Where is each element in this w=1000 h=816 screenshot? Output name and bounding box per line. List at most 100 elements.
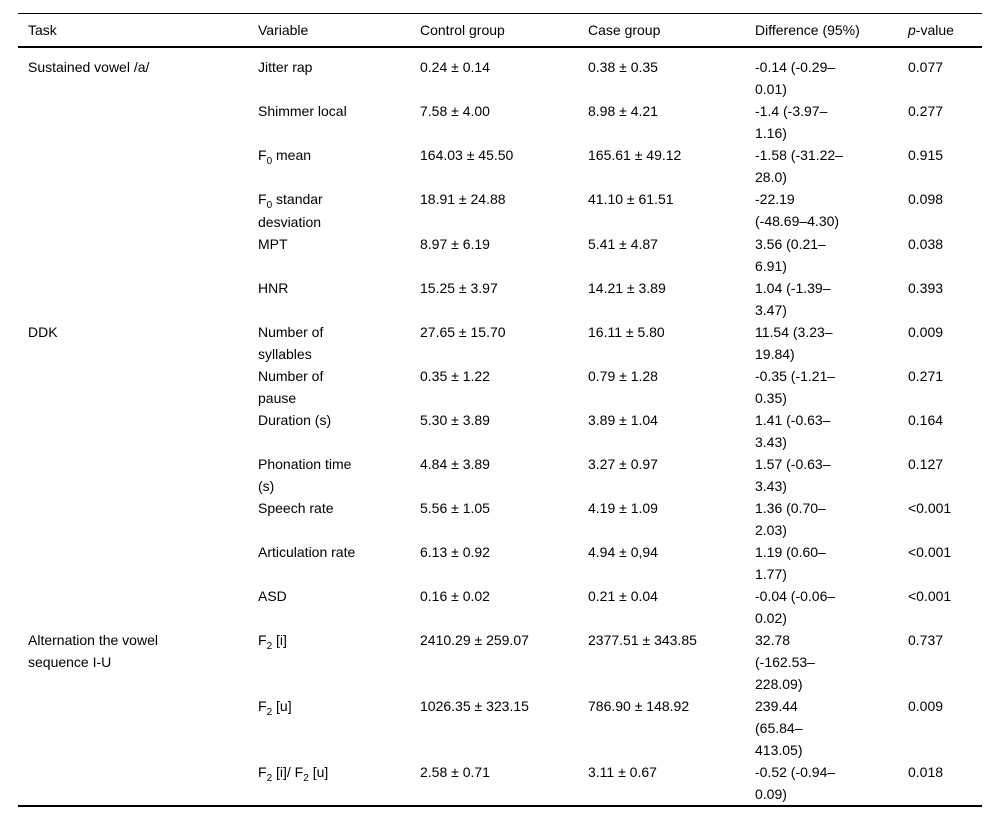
difference-cell: 1.19 (0.60– 1.77) — [755, 543, 826, 582]
pvalue-cell: <0.001 — [908, 587, 952, 604]
case-cell: 0.21 ± 0.04 — [588, 587, 658, 604]
text-segment: F — [258, 147, 267, 163]
text-segment: Difference (95%) — [755, 22, 860, 38]
difference-cell: -1.4 (-3.97– 1.16) — [755, 103, 828, 141]
table-row: F0 standar desviation 18.91 ± 24.88 41.10 … — [18, 188, 982, 233]
case-cell: 3.11 ± 0.67 — [588, 763, 657, 780]
table-row: Sustained vowel /a/Jitter rap 0.24 ± 0.14… — [18, 47, 982, 100]
statistics-table: Task Variable Control group Case group Diffe… — [18, 13, 982, 807]
subscript-text: 0 — [266, 155, 273, 167]
table-row: F0 mean 164.03 ± 45.50 165.61 ± 49.12 -1.58… — [18, 144, 982, 188]
pvalue-cell: 0.077 — [908, 59, 944, 75]
pvalue-cell: <0.001 — [908, 499, 952, 516]
difference-cell: 1.41 (-0.63– 3.43) — [755, 411, 831, 450]
column-header-task: Task — [18, 13, 258, 48]
task-cell: Alternation the vowel sequence I-U — [28, 631, 158, 670]
control-cell: 2410.29 ± 259.07 — [420, 631, 529, 648]
table-row: Duration (s) 5.30 ± 3.89 3.89 ± 1.04 1.41 (… — [18, 409, 982, 453]
variable-cell: Articulation rate — [258, 541, 420, 585]
table-row: Articulation rate 6.13 ± 0.92 4.94 ± 0,94 1… — [18, 541, 982, 585]
text-segment: Case group — [588, 22, 661, 38]
difference-cell: -0.52 (-0.94– 0.09) — [755, 763, 836, 802]
table-row: Shimmer local 7.58 ± 4.00 8.98 ± 4.21 -1.4 … — [18, 100, 982, 144]
column-header-control: Control group — [420, 13, 588, 48]
variable-cell: F0 standar desviation — [258, 188, 420, 233]
text-segment: Number of syllables — [258, 323, 324, 362]
table-row: Phonation time (s) 4.84 ± 3.89 3.27 ± 0.97… — [18, 453, 982, 497]
pvalue-cell: 0.009 — [908, 697, 944, 714]
pvalue-cell: 0.915 — [908, 147, 944, 163]
column-header-difference: Difference (95%) — [755, 13, 908, 48]
variable-cell: Number of pause — [258, 365, 420, 409]
control-cell: 4.84 ± 3.89 — [420, 455, 490, 472]
case-cell: 786.90 ± 148.92 — [588, 697, 690, 714]
text-segment: [u] — [272, 697, 292, 714]
control-cell: 8.97 ± 6.19 — [420, 235, 490, 252]
text-segment: Duration (s) — [258, 411, 332, 428]
table-body: Sustained vowel /a/Jitter rap 0.24 ± 0.14… — [18, 47, 982, 806]
variable-cell: Number of syllables — [258, 321, 420, 365]
header-row: Task Variable Control group Case group Diffe… — [18, 13, 982, 48]
variable-cell: MPT — [258, 233, 420, 277]
table-row: Number of pause 0.35 ± 1.22 0.79 ± 1.28 -0.… — [18, 365, 982, 409]
case-cell: 8.98 ± 4.21 — [588, 103, 658, 119]
control-cell: 18.91 ± 24.88 — [420, 191, 506, 207]
text-segment: F — [258, 763, 267, 780]
variable-cell: F2 [i]/ F2 [u] — [258, 761, 420, 806]
variable-cell: Jitter rap — [258, 47, 420, 100]
pvalue-cell: 0.127 — [908, 455, 944, 472]
subscript-text: 2 — [266, 706, 273, 718]
variable-cell: Phonation time (s) — [258, 453, 420, 497]
pvalue-cell: 0.164 — [908, 411, 944, 428]
case-cell: 165.61 ± 49.12 — [588, 147, 682, 163]
text-segment: Shimmer local — [258, 103, 347, 119]
difference-cell: -0.04 (-0.06– 0.02) — [755, 587, 836, 626]
text-segment: Articulation rate — [258, 543, 356, 560]
subscript-text: 2 — [303, 772, 309, 784]
pvalue-cell: 0.009 — [908, 323, 944, 340]
difference-cell: 1.57 (-0.63– 3.43) — [755, 455, 831, 494]
text-segment: [i]/ F — [272, 763, 304, 780]
difference-cell: 239.44 (65.84– 413.05) — [755, 697, 803, 758]
pvalue-cell: 0.737 — [908, 631, 944, 648]
case-cell: 0.38 ± 0.35 — [588, 59, 658, 75]
table-row: Alternation the vowel sequence I-U F2 [i]… — [18, 629, 982, 695]
text-segment: Phonation time (s) — [258, 455, 352, 494]
pvalue-cell: 0.393 — [908, 279, 944, 296]
text-segment: F — [258, 631, 267, 648]
variable-cell: F2 [u] — [258, 695, 420, 761]
task-cell: DDK — [28, 323, 58, 340]
text-segment: Speech rate — [258, 499, 334, 516]
pvalue-cell: 0.098 — [908, 191, 944, 207]
text-segment: [u] — [308, 763, 329, 780]
difference-cell: 1.36 (0.70– 2.03) — [755, 499, 826, 538]
pvalue-cell: 0.271 — [908, 367, 944, 384]
text-segment: MPT — [258, 235, 288, 252]
case-cell: 4.94 ± 0,94 — [588, 543, 658, 560]
variable-cell: Shimmer local — [258, 100, 420, 144]
difference-cell: -22.19 (-48.69–4.30) — [755, 191, 840, 229]
variable-cell: HNR — [258, 277, 420, 321]
case-cell: 5.41 ± 4.87 — [588, 235, 658, 252]
control-cell: 164.03 ± 45.50 — [420, 147, 514, 163]
column-header-case: Case group — [588, 13, 755, 48]
difference-cell: 3.56 (0.21– 6.91) — [755, 235, 826, 274]
text-segment: Control group — [420, 22, 505, 38]
control-cell: 5.56 ± 1.05 — [420, 499, 490, 516]
variable-cell: F2 [i] — [258, 629, 420, 695]
table-header: Task Variable Control group Case group Diffe… — [18, 13, 982, 48]
case-cell: 0.79 ± 1.28 — [588, 367, 658, 384]
case-cell: 14.21 ± 3.89 — [588, 279, 666, 296]
variable-cell: ASD — [258, 585, 420, 629]
text-segment: ASD — [258, 587, 287, 604]
table-row: HNR 15.25 ± 3.97 14.21 ± 3.89 1.04 (-1.39– … — [18, 277, 982, 321]
text-segment: mean — [272, 147, 312, 163]
text-segment: F — [258, 191, 267, 207]
case-cell: 2377.51 ± 343.85 — [588, 631, 697, 648]
control-cell: 0.35 ± 1.22 — [420, 367, 490, 384]
table-row: F2 [i]/ F2 [u] 2.58 ± 0.71 3.11 ± 0.67 -0.5… — [18, 761, 982, 806]
difference-cell: -0.35 (-1.21– 0.35) — [755, 367, 836, 406]
subscript-text: 2 — [266, 640, 273, 652]
